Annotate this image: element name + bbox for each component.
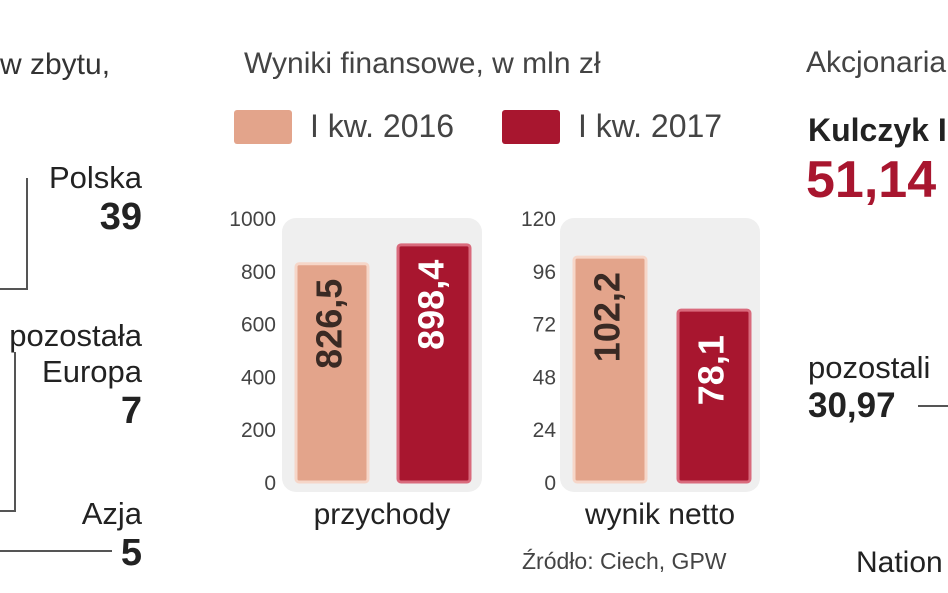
y-tick-label: 800 [241,261,276,284]
y-tick-label: 200 [241,419,276,442]
connector-line [0,510,16,512]
legend-label-2016: I kw. 2016 [310,108,455,144]
region-label-polska: Polska [48,160,142,195]
y-tick-label: 96 [533,261,556,284]
region-label-europa-2: Europa [42,354,142,389]
region-value-europa: 7 [120,390,142,432]
y-tick-label: 1000 [229,208,276,231]
connector-line [26,178,28,290]
connector-line [918,405,948,407]
y-tick-label: 0 [544,472,556,495]
x-category-label: przychody [314,498,451,531]
bottom-fragment: Nation [856,546,943,579]
holder-name: Kulczyk I [808,112,947,148]
right-title-fragment: Akcjonaria [806,46,947,79]
chart-title: Wyniki finansowe, w mln zł [244,47,601,80]
legend-swatch-2016 [234,110,292,144]
bar-2016 [294,262,370,484]
y-tick-label: 400 [241,366,276,389]
region-value-azja: 5 [120,532,142,574]
y-tick-label: 24 [533,419,557,442]
connector-line [14,352,16,512]
y-tick-label: 600 [241,314,276,337]
connector-line [0,288,28,290]
left-title-fragment: w zbytu, [0,48,111,81]
region-label-azja: Azja [81,496,142,531]
bar-2016 [572,255,648,484]
holder-value: 51,14 [806,151,937,209]
bar-2017 [396,243,472,484]
region-label-europa-1: pozostała [9,318,142,353]
region-value-polska: 39 [99,196,142,238]
legend-label-2017: I kw. 2017 [578,108,723,144]
legend-swatch-2017 [502,110,560,144]
others-label: pozostali [808,350,931,385]
others-value: 30,97 [808,386,896,425]
y-tick-label: 72 [533,314,556,337]
data-label: 78,1 [691,335,732,405]
y-tick-label: 120 [521,208,556,231]
x-category-label: wynik netto [584,498,735,531]
connector-line [0,550,112,552]
source-note: Źródło: Ciech, GPW [522,548,727,574]
data-label: 102,2 [587,272,628,362]
data-label: 826,5 [309,279,350,369]
y-tick-label: 48 [533,366,556,389]
data-label: 898,4 [411,260,452,350]
bar-2017 [676,308,752,484]
y-tick-label: 0 [264,472,276,495]
